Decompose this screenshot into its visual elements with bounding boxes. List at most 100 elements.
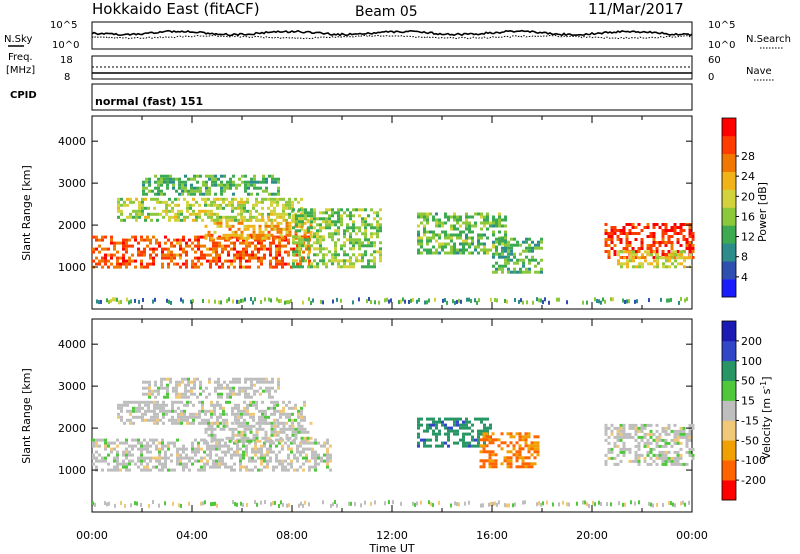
- velocity-echo-cell: [273, 400, 276, 404]
- velocity-echo-cell: [141, 412, 144, 416]
- power-echo-cell: [155, 253, 158, 257]
- power-near-range-cell: [308, 297, 310, 302]
- power-echo-cell: [281, 259, 284, 263]
- power-echo-cell: [634, 250, 638, 253]
- power-echo-cell: [262, 180, 265, 184]
- power-echo-cell: [141, 212, 144, 216]
- power-echo-cell: [229, 183, 232, 187]
- power-echo-cell: [219, 215, 222, 219]
- power-echo-cell: [501, 252, 504, 256]
- power-echo-cell: [450, 215, 453, 219]
- velocity-echo-cell: [160, 380, 163, 384]
- velocity-echo-cell: [267, 406, 270, 410]
- velocity-echo-cell: [182, 447, 185, 451]
- velocity-echo-cell: [667, 423, 671, 427]
- velocity-echo-cell: [479, 465, 483, 469]
- velocity-echo-cell: [483, 441, 486, 445]
- power-echo-cell: [355, 208, 358, 212]
- velocity-echo-cell: [158, 468, 161, 472]
- power-echo-cell: [179, 244, 182, 248]
- power-echo-cell: [122, 256, 125, 260]
- velocity-echo-cell: [488, 453, 492, 457]
- power-echo-cell: [468, 215, 471, 219]
- power-near-range-cell: [154, 297, 156, 302]
- velocity-echo-cell: [521, 438, 525, 442]
- velocity-echo-cell: [619, 450, 623, 454]
- velocity-echo-cell: [524, 444, 528, 448]
- power-echo-cell: [688, 241, 692, 244]
- velocity-echo-cell: [441, 420, 444, 424]
- power-near-range-cell: [460, 299, 462, 304]
- power-echo-cell: [370, 253, 373, 257]
- power-near-range-cell: [452, 299, 454, 304]
- velocity-echo-cell: [201, 409, 204, 413]
- power-echo-cell: [640, 238, 644, 241]
- power-echo-cell: [492, 270, 495, 274]
- power-echo-cell: [218, 259, 221, 263]
- velocity-echo-cell: [246, 406, 249, 410]
- power-echo-cell: [313, 226, 316, 230]
- power-echo-cell: [273, 197, 276, 201]
- power-echo-cell: [367, 223, 370, 227]
- power-colorbar-tick-label: 12: [741, 231, 755, 244]
- power-echo-cell: [352, 244, 355, 248]
- power-echo-cell: [337, 229, 340, 233]
- power-echo-cell: [429, 251, 432, 255]
- velocity-echo-cell: [417, 444, 420, 448]
- power-echo-cell: [285, 200, 288, 204]
- velocity-echo-cell: [163, 386, 166, 390]
- power-echo-cell: [623, 256, 626, 260]
- velocity-echo-cell: [248, 441, 251, 445]
- velocity-echo-cell: [256, 380, 259, 384]
- power-echo-cell: [631, 247, 635, 250]
- velocity-echo-cell: [137, 456, 140, 460]
- velocity-echo-cell: [170, 453, 173, 457]
- velocity-echo-cell: [155, 438, 158, 442]
- velocity-echo-cell: [655, 435, 659, 439]
- power-echo-cell: [337, 238, 340, 242]
- power-echo-cell: [134, 265, 137, 269]
- power-echo-cell: [623, 250, 626, 254]
- power-echo-cell: [658, 241, 662, 244]
- power-echo-cell: [143, 265, 146, 269]
- power-echo-cell: [358, 208, 361, 212]
- velocity-near-range-cell: [210, 502, 212, 507]
- velocity-echo-cell: [243, 439, 247, 443]
- power-echo-cell: [486, 248, 489, 252]
- power-near-range-cell: [538, 298, 540, 303]
- velocity-echo-cell: [253, 389, 256, 393]
- power-echo-cell: [295, 220, 298, 224]
- power-echo-cell: [207, 230, 211, 234]
- velocity-echo-cell: [664, 450, 668, 454]
- power-echo-cell: [447, 215, 450, 219]
- power-echo-cell: [262, 189, 265, 193]
- power-echo-cell: [510, 270, 513, 274]
- velocity-echo-cell: [515, 459, 519, 463]
- power-echo-cell: [655, 247, 659, 250]
- power-near-range-cell: [670, 297, 672, 302]
- power-near-range-cell: [390, 298, 392, 303]
- power-echo-cell: [235, 183, 238, 187]
- velocity-echo-cell: [170, 441, 173, 445]
- velocity-near-range-cell: [508, 503, 510, 508]
- velocity-echo-cell: [149, 444, 152, 448]
- power-echo-cell: [358, 253, 361, 257]
- velocity-echo-cell: [184, 395, 187, 399]
- power-echo-cell: [216, 221, 220, 225]
- power-echo-cell: [228, 224, 232, 228]
- power-near-range-cell: [400, 299, 402, 304]
- power-echo-cell: [239, 250, 242, 254]
- power-echo-cell: [456, 251, 459, 255]
- power-echo-cell: [498, 218, 501, 222]
- velocity-echo-cell: [216, 421, 219, 425]
- velocity-echo-cell: [120, 418, 123, 422]
- velocity-echo-cell: [197, 468, 200, 472]
- power-echo-cell: [307, 238, 310, 242]
- velocity-near-range-cell: [492, 501, 494, 506]
- velocity-echo-cell: [157, 386, 160, 390]
- velocity-echo-cell: [417, 435, 420, 439]
- velocity-echo-cell: [244, 377, 247, 381]
- velocity-echo-cell: [206, 459, 209, 463]
- power-echo-cell: [217, 183, 220, 187]
- power-echo-cell: [95, 238, 98, 242]
